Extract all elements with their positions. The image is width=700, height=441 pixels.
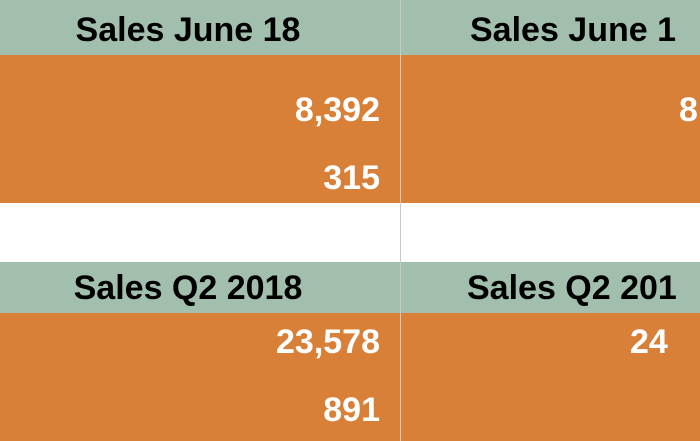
cell-border: [400, 0, 401, 441]
cell-header: Sales June 18: [75, 11, 301, 49]
cell-value: 24: [630, 323, 668, 361]
cell-header: Sales Q2 2018: [73, 269, 303, 307]
header-row: [0, 0, 700, 55]
cell-value: 315: [323, 159, 380, 197]
cell-value: 23,578: [276, 323, 380, 361]
cell-header: Sales Q2 201: [467, 269, 677, 307]
cell-header: Sales June 1: [470, 11, 677, 49]
value-rows: [0, 55, 700, 203]
value-rows: [0, 313, 700, 441]
cell-value: 891: [323, 391, 380, 429]
cell-value: 8,392: [294, 91, 380, 129]
cell-value: 8: [679, 91, 698, 129]
header-row: [0, 262, 700, 313]
